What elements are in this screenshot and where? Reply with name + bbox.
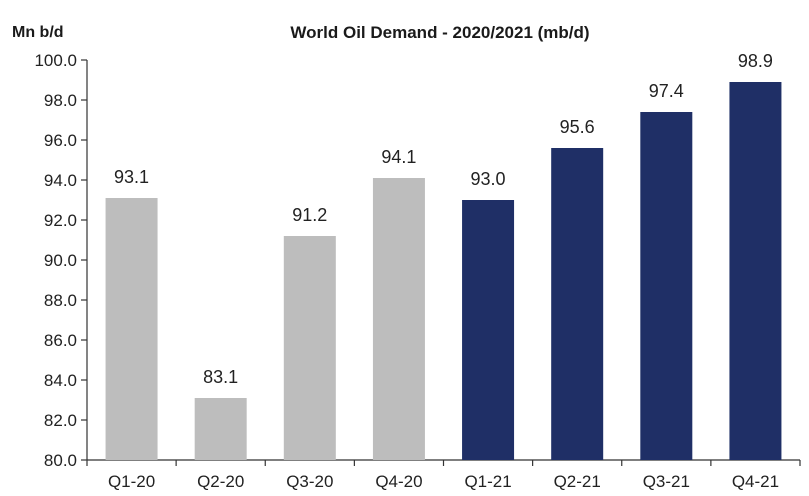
y-tick-label: 86.0 (44, 331, 77, 350)
bar (194, 398, 247, 460)
y-tick-label: 100.0 (34, 51, 77, 70)
y-tick-label: 84.0 (44, 371, 77, 390)
value-labels: 93.1 83.1 91.2 94.1 93.0 95.6 97.4 98.9 (114, 51, 773, 387)
x-category-label: Q3-21 (643, 472, 690, 491)
bars (105, 82, 782, 460)
bar-value-label: 91.2 (292, 205, 327, 225)
x-category-label: Q3-20 (286, 472, 333, 491)
bar (372, 178, 425, 460)
bar-value-label: 97.4 (649, 81, 684, 101)
y-tick-label: 92.0 (44, 211, 77, 230)
y-tick-label: 90.0 (44, 251, 77, 270)
y-tick-label: 96.0 (44, 131, 77, 150)
y-tick-label: 82.0 (44, 411, 77, 430)
y-axis-unit-label: Mn b/d (12, 24, 64, 41)
bar-value-label: 93.0 (471, 169, 506, 189)
y-tick-label: 88.0 (44, 291, 77, 310)
bar (462, 200, 515, 460)
bar (640, 112, 693, 460)
x-category-label: Q1-21 (464, 472, 511, 491)
bar-value-label: 83.1 (203, 367, 238, 387)
y-tick-label: 94.0 (44, 171, 77, 190)
bar (551, 148, 604, 460)
chart-title: World Oil Demand - 2020/2021 (mb/d) (290, 23, 589, 42)
x-category-label: Q2-21 (554, 472, 601, 491)
y-tick-label: 98.0 (44, 91, 77, 110)
axes: 80.0 82.0 84.0 86.0 88.0 90.0 92.0 94.0 96.0 98.0… (34, 51, 801, 491)
x-category-label: Q4-20 (375, 472, 422, 491)
x-category-label: Q1-20 (108, 472, 155, 491)
bar-value-label: 98.9 (738, 51, 773, 71)
x-category-label: Q4-21 (732, 472, 779, 491)
x-category-label: Q2-20 (197, 472, 244, 491)
bar-value-label: 93.1 (114, 167, 149, 187)
bar (283, 236, 336, 460)
bar (105, 198, 158, 460)
bar-value-label: 94.1 (381, 147, 416, 167)
bar-value-label: 95.6 (560, 117, 595, 137)
bar (729, 82, 782, 460)
y-tick-label: 80.0 (44, 451, 77, 470)
